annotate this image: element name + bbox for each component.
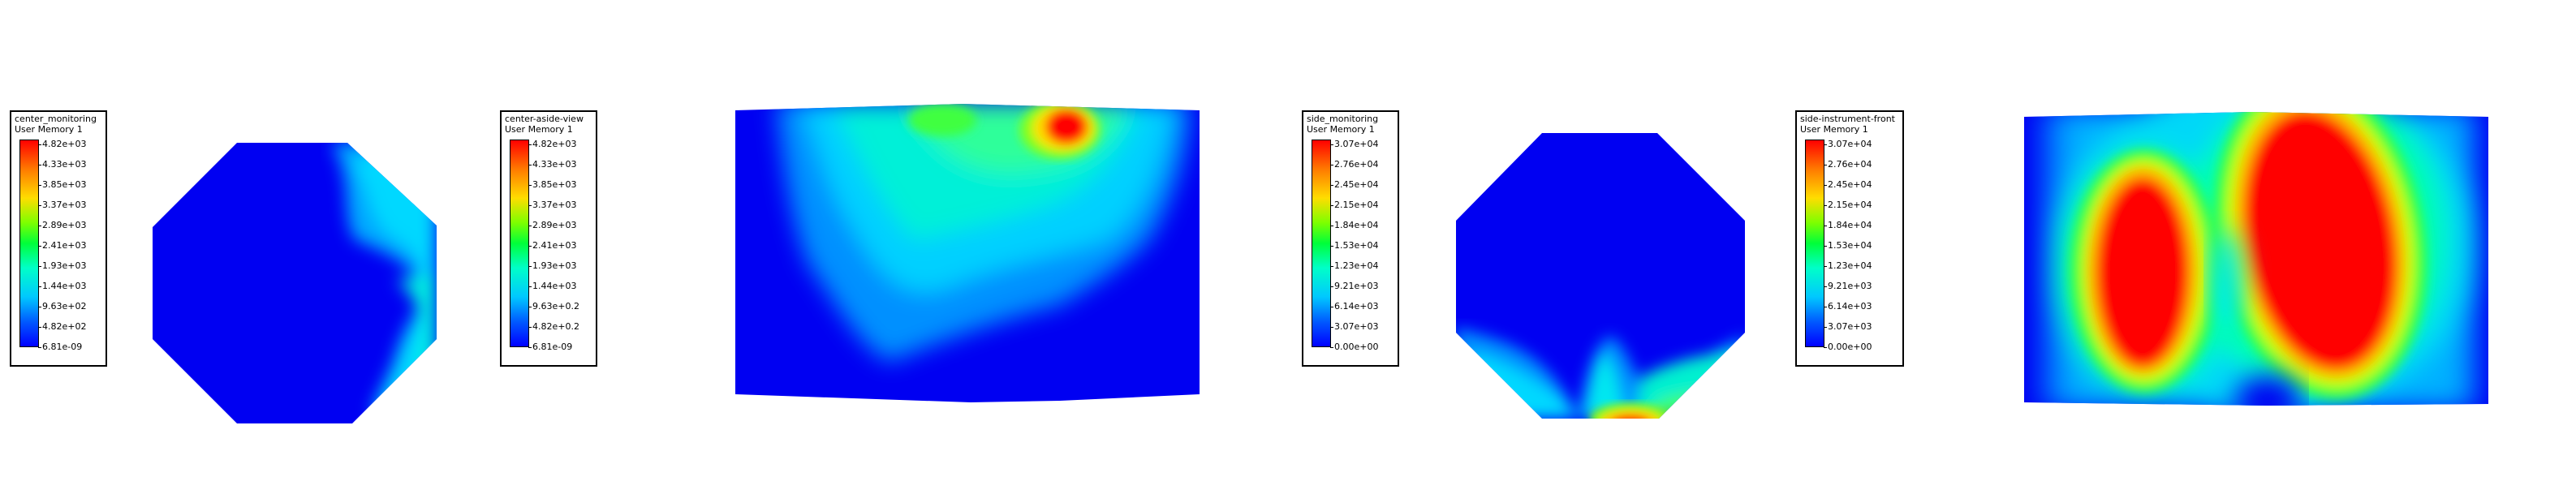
legend-tick: 9.21e+03	[1329, 281, 1379, 291]
legend-tick: 4.82e+03	[37, 139, 87, 149]
legend-tick: 9.63e+02	[37, 301, 87, 312]
legend-tick: 9.63e+0.2	[528, 301, 579, 312]
legend-tick: 3.07e+04	[1329, 139, 1379, 149]
legend-tick: 4.33e+03	[528, 159, 577, 170]
legend-title: side_monitoring	[1307, 114, 1379, 124]
legend-tick: 2.89e+03	[528, 220, 577, 230]
legend-tick: 3.07e+03	[1329, 321, 1379, 332]
legend-tick: 6.14e+03	[1823, 301, 1872, 312]
legend-tick: 1.23e+04	[1329, 260, 1379, 271]
colorbar	[510, 140, 529, 347]
colorbar-legend-center-monitoring: center_monitoring User Memory 1 4.82e+03…	[10, 110, 107, 367]
legend-tick: 2.45e+04	[1329, 179, 1379, 190]
legend-tick: 2.45e+04	[1823, 179, 1872, 190]
legend-tick: 1.84e+04	[1329, 220, 1379, 230]
legend-tick: 9.21e+03	[1823, 281, 1872, 291]
contour-plot-center-aside-view	[735, 102, 1200, 404]
legend-tick: 2.15e+04	[1329, 200, 1379, 210]
legend-tick: 1.53e+04	[1823, 240, 1872, 251]
legend-tick: 6.14e+03	[1329, 301, 1379, 312]
legend-tick: 4.82e+02	[37, 321, 87, 332]
legend-tick: 2.41e+03	[37, 240, 87, 251]
legend-tick: 0.00e+00	[1329, 342, 1379, 352]
legend-tick: 2.76e+04	[1329, 159, 1379, 170]
legend-tick: 6.81e-09	[37, 342, 83, 352]
legend-tick: 1.23e+04	[1823, 260, 1872, 271]
legend-tick: 1.53e+04	[1329, 240, 1379, 251]
legend-tick: 3.07e+03	[1823, 321, 1872, 332]
colorbar-legend-center-aside-view: center-aside-view User Memory 1 4.82e+03…	[500, 110, 597, 367]
legend-tick: 1.44e+03	[528, 281, 577, 291]
legend-tick: 2.15e+04	[1823, 200, 1872, 210]
legend-tick: 2.76e+04	[1823, 159, 1872, 170]
legend-tick: 3.37e+03	[528, 200, 577, 210]
colorbar-legend-side-monitoring: side_monitoring User Memory 1 3.07e+04 2…	[1302, 110, 1399, 367]
legend-title: center_monitoring	[15, 114, 97, 124]
legend-tick: 3.85e+03	[528, 179, 577, 190]
legend-tick: 0.00e+00	[1823, 342, 1872, 352]
contour-plot-side-instrument-front	[2024, 109, 2488, 409]
colorbar	[19, 140, 39, 347]
contour-plot-center-monitoring	[153, 143, 437, 423]
legend-tick: 4.82e+03	[528, 139, 577, 149]
legend-subtitle: User Memory 1	[1800, 124, 1868, 135]
colorbar	[1805, 140, 1824, 347]
legend-subtitle: User Memory 1	[1307, 124, 1375, 135]
legend-title: center-aside-view	[505, 114, 584, 124]
legend-tick: 3.85e+03	[37, 179, 87, 190]
legend-subtitle: User Memory 1	[15, 124, 83, 135]
legend-tick: 2.89e+03	[37, 220, 87, 230]
legend-tick: 3.07e+04	[1823, 139, 1872, 149]
legend-tick: 1.84e+04	[1823, 220, 1872, 230]
legend-tick: 1.44e+03	[37, 281, 87, 291]
legend-subtitle: User Memory 1	[505, 124, 573, 135]
colorbar-legend-side-instrument-front: side-instrument-front User Memory 1 3.07…	[1795, 110, 1904, 367]
legend-tick: 4.33e+03	[37, 159, 87, 170]
legend-tick: 1.93e+03	[528, 260, 577, 271]
legend-tick: 2.41e+03	[528, 240, 577, 251]
colorbar	[1312, 140, 1331, 347]
contour-plot-side-monitoring	[1456, 133, 1745, 419]
legend-tick: 6.81e-09	[528, 342, 573, 352]
legend-tick: 4.82e+0.2	[528, 321, 579, 332]
legend-tick: 3.37e+03	[37, 200, 87, 210]
legend-tick: 1.93e+03	[37, 260, 87, 271]
legend-title: side-instrument-front	[1800, 114, 1895, 124]
